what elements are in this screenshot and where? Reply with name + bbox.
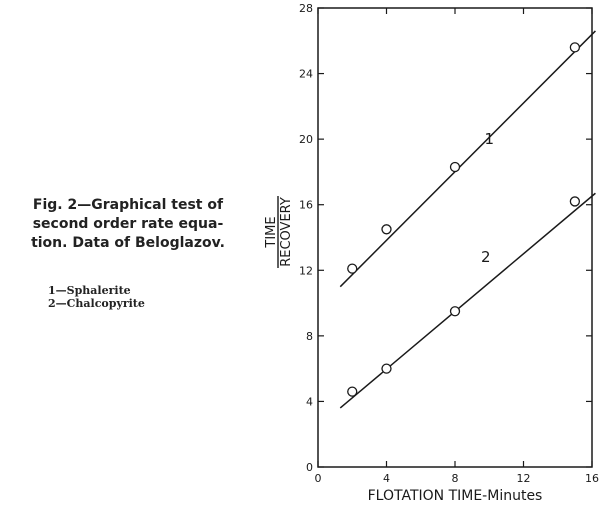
series-1-point bbox=[347, 263, 358, 274]
series-1-fit-line bbox=[339, 30, 596, 288]
series-1-point bbox=[381, 224, 392, 235]
series-2-point bbox=[347, 386, 358, 397]
y-tick-label: 12 bbox=[299, 264, 313, 277]
series-2-point bbox=[381, 363, 392, 374]
x-tick-label: 12 bbox=[517, 472, 531, 485]
caption-line: tion. Data of Beloglazov. bbox=[31, 235, 225, 251]
x-tick-label: 4 bbox=[383, 472, 390, 485]
x-tick-label: 8 bbox=[452, 472, 459, 485]
y-tick-label: 24 bbox=[299, 68, 313, 81]
y-tick-label: 20 bbox=[299, 133, 313, 146]
y-axis-label: TIME RECOVERY bbox=[264, 196, 294, 268]
legend-entry-sphalerite: 1—Sphalerite bbox=[48, 284, 131, 297]
y-tick-label: 8 bbox=[306, 330, 313, 343]
x-tick-label: 0 bbox=[315, 472, 322, 485]
series-1-label: 1 bbox=[484, 130, 494, 148]
plot-frame bbox=[317, 7, 593, 468]
series-2-label: 2 bbox=[481, 248, 491, 266]
figure-caption: Fig. 2—Graphical test of second order ra… bbox=[8, 196, 248, 253]
y-axis-label-numerator: TIME bbox=[264, 216, 279, 248]
series-2-point bbox=[569, 196, 581, 207]
y-axis-label-denominator: RECOVERY bbox=[279, 197, 294, 267]
y-tick-label: 0 bbox=[306, 461, 313, 474]
legend: 1—Sphalerite 2—Chalcopyrite bbox=[48, 284, 208, 310]
series-2-point bbox=[449, 306, 461, 317]
caption-line: Fig. 2—Graphical test of bbox=[32, 197, 224, 213]
chart-marks: 12 bbox=[339, 30, 596, 409]
y-tick-label: 16 bbox=[299, 199, 313, 212]
caption-line: second order rate equa- bbox=[32, 216, 224, 232]
series-1-point bbox=[449, 161, 461, 173]
series-1-point bbox=[569, 42, 581, 53]
legend-entry-chalcopyrite: 2—Chalcopyrite bbox=[48, 297, 145, 310]
x-tick-label: 16 bbox=[585, 472, 599, 485]
y-axis-fraction: TIME RECOVERY bbox=[264, 196, 294, 268]
x-axis-label: FLOTATION TIME-Minutes bbox=[368, 488, 543, 504]
y-tick-label: 28 bbox=[299, 2, 313, 15]
y-tick-label: 4 bbox=[306, 395, 313, 408]
series-2-fit-line bbox=[339, 192, 596, 409]
